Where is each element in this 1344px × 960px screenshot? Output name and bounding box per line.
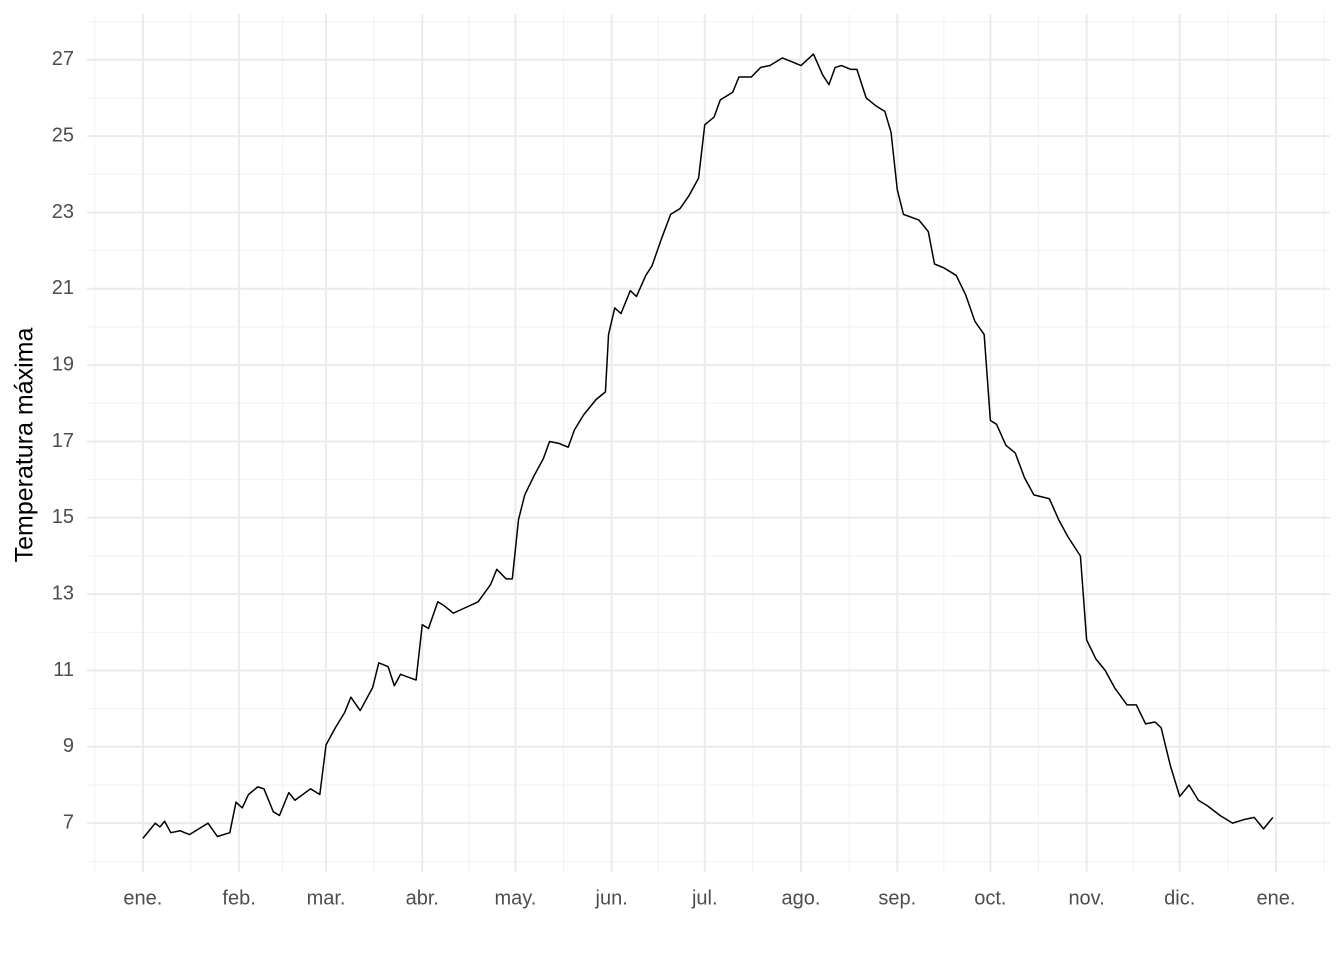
y-tick-label: 7 (63, 811, 74, 833)
y-tick-label: 27 (52, 48, 74, 70)
x-tick-label: jul. (691, 887, 718, 909)
y-tick-label: 23 (52, 201, 74, 223)
x-tick-label: nov. (1068, 887, 1104, 909)
x-tick-label: ene. (123, 887, 162, 909)
x-tick-label: oct. (974, 887, 1006, 909)
y-tick-label: 13 (52, 582, 74, 604)
y-tick-label: 19 (52, 353, 74, 375)
y-tick-label: 15 (52, 506, 74, 528)
y-tick-label: 17 (52, 430, 74, 452)
x-tick-label: may. (494, 887, 536, 909)
x-tick-label: sep. (878, 887, 916, 909)
x-tick-label: jun. (595, 887, 628, 909)
x-tick-label: feb. (222, 887, 255, 909)
x-tick-label: abr. (406, 887, 439, 909)
x-tick-label: dic. (1164, 887, 1195, 909)
x-tick-label: ago. (782, 887, 821, 909)
y-tick-label: 11 (53, 659, 74, 681)
x-tick-label: mar. (307, 887, 346, 909)
x-tick-label: ene. (1257, 887, 1296, 909)
y-axis-title: Temperatura máxima (11, 328, 39, 563)
y-tick-label: 25 (52, 124, 74, 146)
line (142, 53, 1274, 839)
y-tick-label: 9 (63, 735, 74, 757)
y-tick-label: 21 (52, 277, 74, 299)
